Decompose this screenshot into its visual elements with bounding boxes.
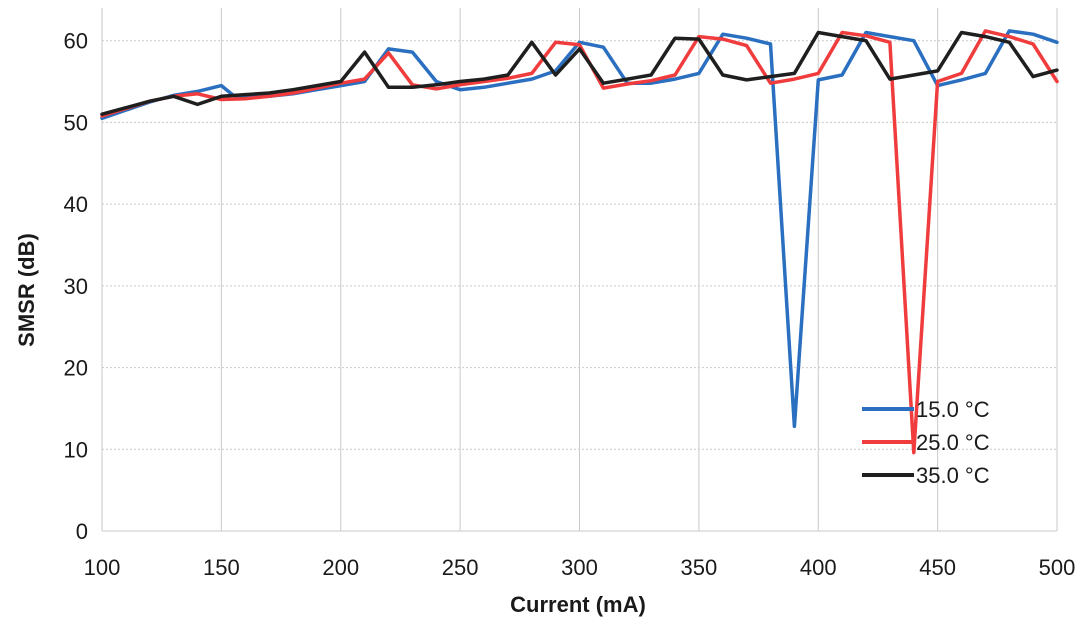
y-tick-label: 30 xyxy=(64,274,88,299)
y-tick-label: 10 xyxy=(64,437,88,462)
legend-entry: 35.0 °C xyxy=(916,463,990,488)
x-tick-label: 350 xyxy=(681,555,718,580)
y-axis-label: SMSR (dB) xyxy=(14,233,39,347)
y-tick-label: 0 xyxy=(76,519,88,544)
x-tick-label: 450 xyxy=(919,555,956,580)
legend-entry: 25.0 °C xyxy=(916,430,990,455)
y-tick-label: 20 xyxy=(64,356,88,381)
legend-entry: 15.0 °C xyxy=(916,397,990,422)
series-line-3 xyxy=(100,30,1059,116)
x-tick-label: 500 xyxy=(1039,555,1076,580)
y-tick-label: 50 xyxy=(64,110,88,135)
y-tick-label: 40 xyxy=(64,192,88,217)
y-tick-label: 60 xyxy=(64,29,88,54)
legend: 15.0 °C 25.0 °C 35.0 °C xyxy=(862,397,990,488)
x-tick-label: 100 xyxy=(84,555,121,580)
x-tick-label: 150 xyxy=(203,555,240,580)
x-tick-label: 250 xyxy=(442,555,479,580)
series-line-2 xyxy=(100,29,1059,455)
series-lines xyxy=(100,29,1059,455)
x-tick-label: 400 xyxy=(800,555,837,580)
tick-labels: 0 10 20 30 40 50 60 100 150 200 250 300 350 400 450 500 xyxy=(64,29,1076,580)
x-axis-label: Current (mA) xyxy=(510,592,646,617)
x-tick-label: 300 xyxy=(561,555,598,580)
grid xyxy=(101,8,1058,532)
x-tick-label: 200 xyxy=(322,555,359,580)
